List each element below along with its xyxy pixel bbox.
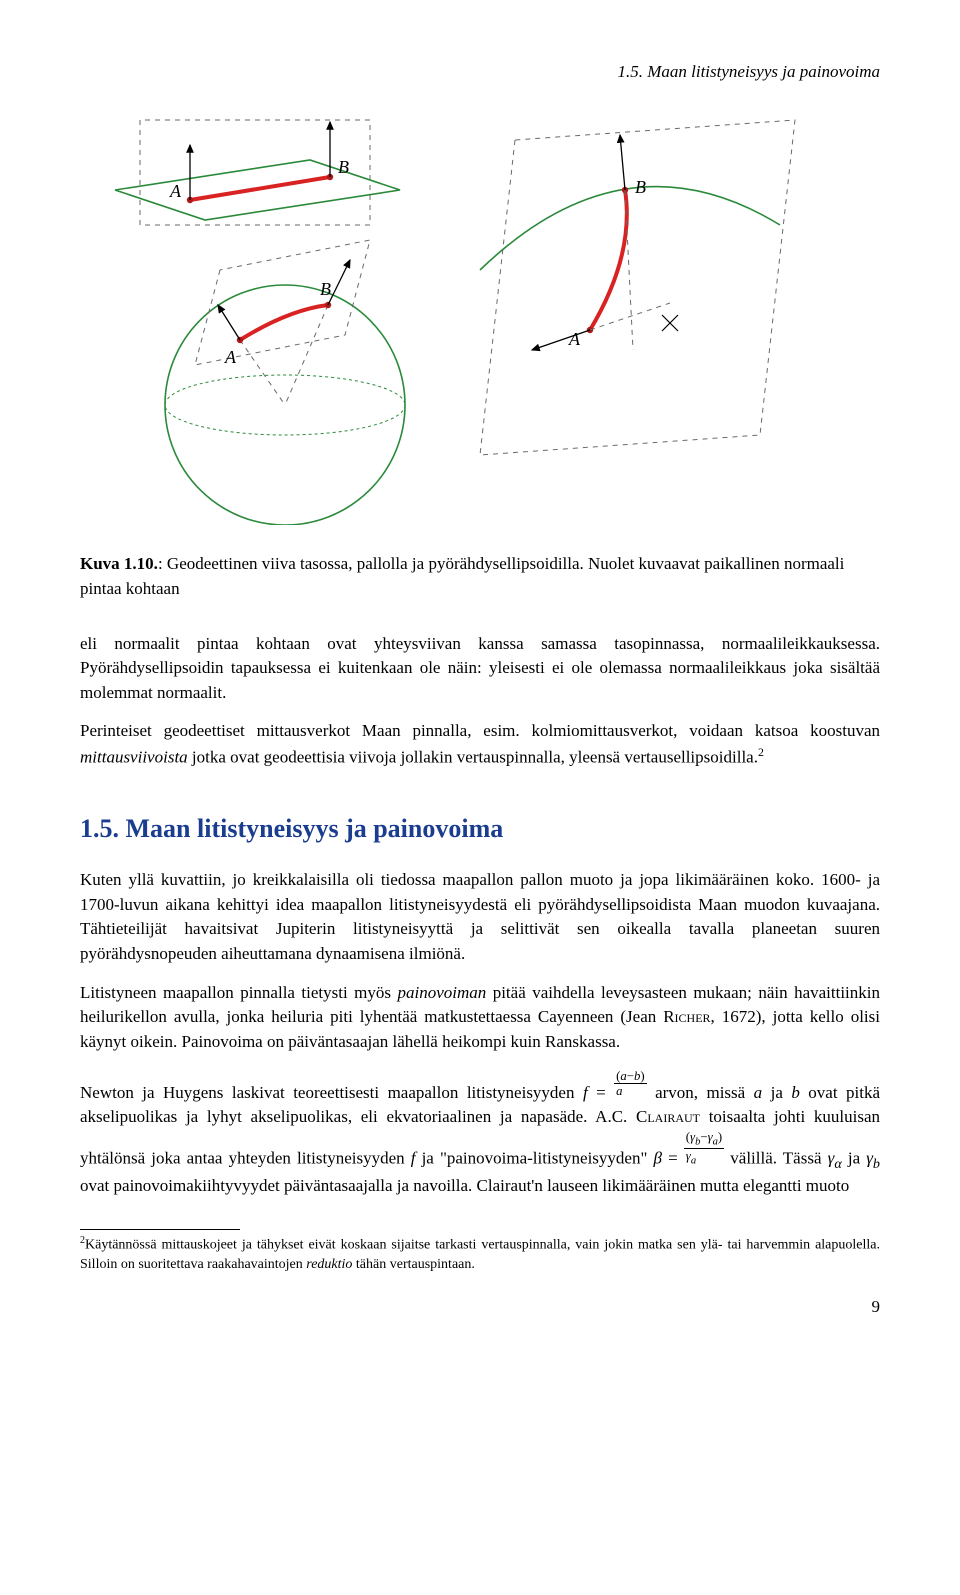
sphere-label-A: A <box>224 347 237 367</box>
ellipsoid-label-B: B <box>635 177 646 197</box>
page-number: 9 <box>80 1295 880 1320</box>
paragraph-history: Kuten yllä kuvattiin, jo kreikkalaisilla… <box>80 868 880 967</box>
sphere-label-B: B <box>320 279 331 299</box>
caption-text: : Geodeettinen viiva tasossa, pallolla j… <box>80 554 844 598</box>
ellipsoid-group: A B <box>480 120 795 455</box>
ellipsoid-label-A: A <box>568 329 581 349</box>
running-header: 1.5. Maan litistyneisyys ja painovoima <box>80 60 880 85</box>
figure-1-10: A B A B <box>80 105 880 533</box>
section-heading-1-5: 1.5. Maan litistyneisyys ja painovoima <box>80 810 880 848</box>
figure-caption: Kuva 1.10.: Geodeettinen viiva tasossa, … <box>80 552 880 601</box>
paragraph-gravity: Litistyneen maapallon pinnalla tietysti … <box>80 981 880 1055</box>
plane-label-B: B <box>338 157 349 177</box>
caption-label: Kuva 1.10. <box>80 554 158 573</box>
geodesic-diagram: A B A B <box>80 105 800 525</box>
paragraph-normals: eli normaalit pintaa kohtaan ovat yhteys… <box>80 632 880 706</box>
plane-label-A: A <box>169 181 182 201</box>
footnote-ref-2: 2 <box>758 745 764 759</box>
footnote-rule <box>80 1229 240 1230</box>
paragraph-networks: Perinteiset geodeettiset mittausverkot M… <box>80 719 880 770</box>
plane-group: A B <box>115 120 400 225</box>
footnote-2: 2Käytännössä mittauskojeet ja tähykset e… <box>80 1234 880 1274</box>
sphere-group: A B <box>165 240 405 525</box>
paragraph-newton-clairaut: Newton ja Huygens laskivat teoreettisest… <box>80 1069 880 1199</box>
